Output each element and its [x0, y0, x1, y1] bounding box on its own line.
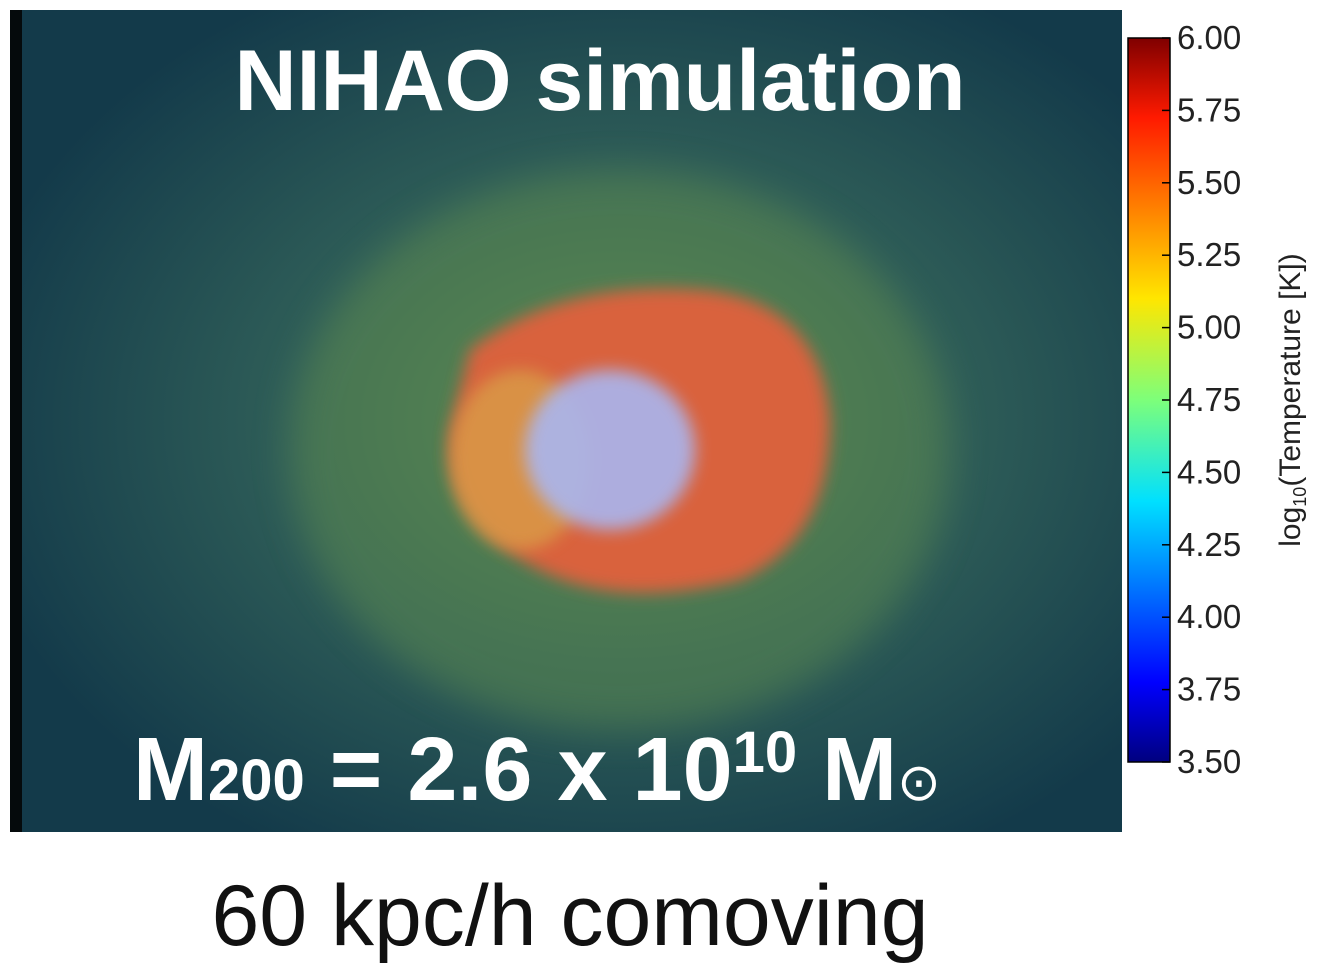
tick-label: 4.50	[1177, 453, 1241, 490]
colorbar-label-prefix: log	[1274, 507, 1307, 547]
colorbar-ticks: 3.50 3.75 4.00 4.25 4.50 4.75 5.00 5.25 5.50 5.75…	[1162, 19, 1241, 780]
mass-unit: M	[797, 720, 897, 820]
slide: NIHAO simulation M200 = 2.6 x 1010 M⊙ 60…	[0, 0, 1331, 964]
mass-exponent: 10	[733, 720, 798, 785]
tick-label: 6.00	[1177, 19, 1241, 56]
colorbar-label: log10(Temperature [K])	[1274, 253, 1310, 547]
tick-label: 5.25	[1177, 236, 1241, 273]
tick-label: 4.75	[1177, 381, 1241, 418]
tick-label: 4.00	[1177, 598, 1241, 635]
simulation-image	[10, 10, 1122, 832]
tick-label: 4.25	[1177, 526, 1241, 563]
tick-label: 3.75	[1177, 671, 1241, 708]
mass-equals: = 2.6 x 10	[305, 720, 733, 820]
title: NIHAO simulation	[234, 33, 965, 129]
tick-label: 3.50	[1177, 743, 1241, 780]
mass-unit-subscript: ⊙	[897, 754, 941, 812]
mass-symbol: M	[133, 720, 208, 820]
tick-label: 5.50	[1177, 164, 1241, 201]
colorbar-label-subscript: 10	[1290, 487, 1310, 507]
colorbar-label-text: (Temperature [K])	[1274, 253, 1307, 486]
mass-subscript: 200	[208, 748, 305, 813]
tick-label: 5.00	[1177, 309, 1241, 346]
caption: 60 kpc/h comoving	[211, 868, 928, 964]
tick-label: 5.75	[1177, 91, 1241, 128]
